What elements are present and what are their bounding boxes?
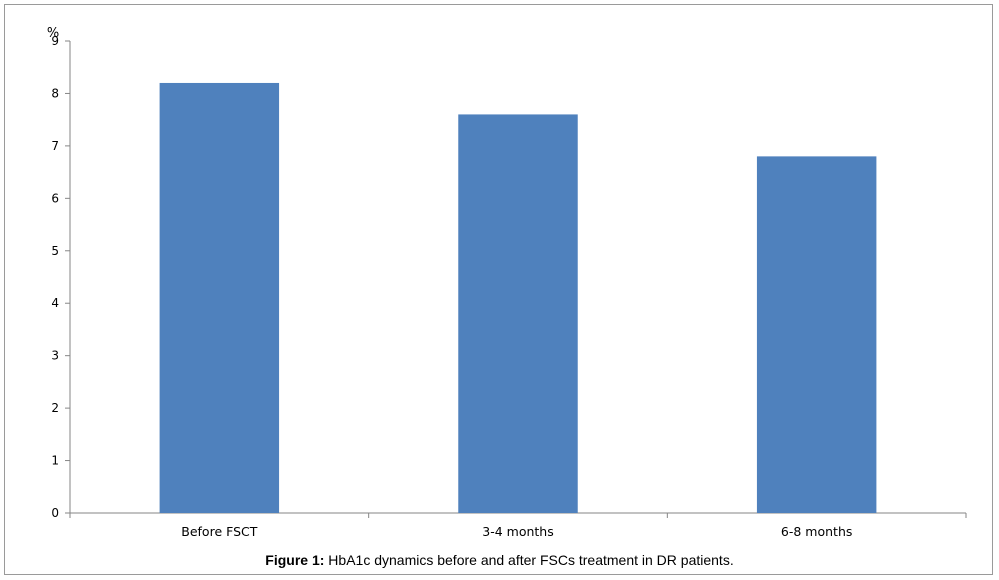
bar (458, 114, 578, 513)
y-tick-label: 9 (51, 34, 59, 48)
figure-caption-text: HbA1c dynamics before and after FSCs tre… (328, 552, 734, 568)
y-tick-label: 2 (51, 401, 59, 415)
figure-caption-label: Figure 1: (265, 552, 325, 568)
x-category-label: 3-4 months (482, 524, 553, 539)
bar-chart: 0 1 2 3 4 5 6 7 8 9 Before FSCT 3-4 months 6-8 mont… (47, 26, 967, 539)
y-tick-label: 7 (51, 139, 59, 153)
chart-bars (159, 82, 877, 513)
y-axis-ticks: 0 1 2 3 4 5 6 7 8 9 (51, 34, 70, 520)
bar (159, 82, 280, 513)
y-tick-label: 6 (51, 191, 59, 205)
bar (756, 156, 877, 513)
y-tick-label: 8 (51, 86, 59, 100)
y-tick-label: 1 (51, 454, 59, 468)
y-tick-label: 5 (51, 244, 59, 258)
x-category-label: Before FSCT (181, 524, 257, 539)
y-axis-unit-label: % (47, 26, 59, 41)
figure-caption: Figure 1: HbA1c dynamics before and afte… (0, 552, 999, 568)
x-axis-labels: Before FSCT 3-4 months 6-8 months (69, 513, 967, 539)
x-category-label: 6-8 months (781, 524, 852, 539)
y-tick-label: 0 (51, 506, 59, 520)
y-tick-label: 4 (51, 296, 59, 310)
y-tick-label: 3 (51, 349, 59, 363)
